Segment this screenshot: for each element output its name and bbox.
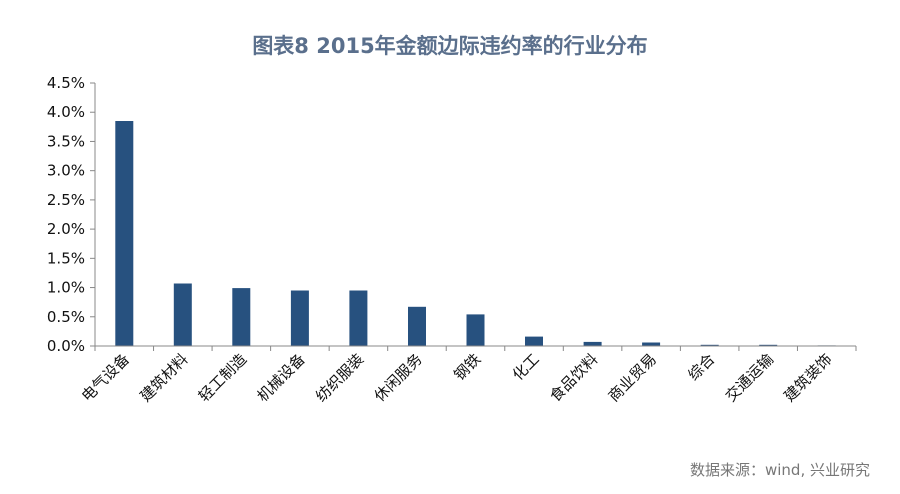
bar-3 bbox=[232, 288, 251, 346]
bar-5 bbox=[349, 290, 368, 346]
y-tick-label: 0.0% bbox=[47, 337, 85, 355]
x-category-label: 综合 bbox=[685, 350, 719, 384]
source-note: 数据来源：wind, 兴业研究 bbox=[689, 461, 870, 479]
chart-title: 图表8 2015年金额边际违约率的行业分布 bbox=[252, 34, 648, 58]
bar-8 bbox=[525, 336, 543, 346]
bar-6 bbox=[408, 306, 426, 346]
bar-4 bbox=[290, 290, 309, 346]
bar-12 bbox=[759, 344, 778, 346]
y-tick-label: 1.0% bbox=[47, 279, 85, 297]
y-tick-label: 2.0% bbox=[47, 220, 85, 238]
x-category-label: 商业贸易 bbox=[605, 350, 660, 405]
x-category-label: 化工 bbox=[509, 350, 543, 384]
y-tick-label: 2.5% bbox=[47, 191, 85, 209]
bar-10 bbox=[642, 342, 661, 346]
bar-2 bbox=[173, 283, 192, 346]
y-tick-label: 0.5% bbox=[47, 308, 85, 326]
bar-1 bbox=[115, 121, 134, 346]
x-category-label: 纺织服装 bbox=[312, 350, 367, 405]
x-category-label: 钢铁 bbox=[450, 350, 484, 384]
x-category-label: 交通运输 bbox=[722, 350, 777, 405]
x-category-label: 机械设备 bbox=[254, 350, 309, 405]
y-tick-label: 3.5% bbox=[47, 132, 85, 150]
x-category-label: 建筑材料 bbox=[136, 350, 191, 405]
x-category-label: 休闲服务 bbox=[371, 350, 426, 405]
y-tick-label: 1.5% bbox=[47, 249, 85, 267]
x-category-label: 轻工制造 bbox=[195, 350, 250, 405]
bar-7 bbox=[466, 314, 485, 346]
y-tick-label: 4.5% bbox=[47, 74, 85, 92]
y-tick-label: 4.0% bbox=[47, 103, 85, 121]
y-tick-label: 3.0% bbox=[47, 162, 85, 180]
x-category-label: 建筑装饰 bbox=[780, 350, 835, 405]
labels-group: 0.0% 0.5% 1.0% 1.5% 2.0% 2.5% 3.0% 3.5% 4.0% 4.5%… bbox=[47, 74, 836, 405]
x-category-label: 电气设备 bbox=[78, 350, 133, 405]
bar-9 bbox=[583, 341, 602, 346]
bar-11 bbox=[700, 344, 719, 346]
bars-group bbox=[115, 121, 836, 346]
x-category-label: 食品饮料 bbox=[546, 350, 601, 405]
axes-group bbox=[90, 82, 857, 351]
